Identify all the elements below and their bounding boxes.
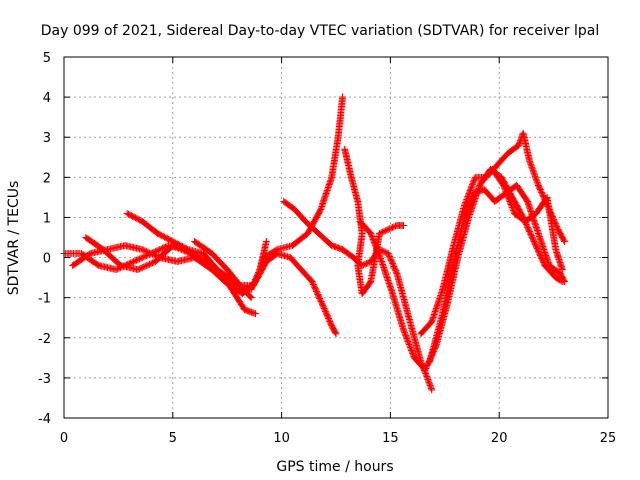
grid-lines bbox=[64, 57, 608, 418]
series-sat-d bbox=[82, 93, 347, 298]
x-axis-label: GPS time / hours bbox=[276, 459, 393, 475]
x-tick-label: 5 bbox=[169, 431, 177, 446]
x-tick-label: 0 bbox=[60, 431, 68, 446]
x-tick-labels: 0 5 10 15 20 25 bbox=[60, 431, 616, 446]
data-traces bbox=[60, 93, 569, 394]
y-tick-label: 5 bbox=[43, 51, 51, 66]
y-axis-label: SDTVAR / TECUs bbox=[6, 181, 22, 296]
series-sat-e bbox=[191, 237, 340, 338]
x-tick-label: 25 bbox=[600, 431, 617, 446]
axis-ticks bbox=[63, 56, 609, 419]
x-tick-label: 20 bbox=[491, 431, 508, 446]
series-sat-f bbox=[280, 197, 436, 394]
y-tick-label: 3 bbox=[43, 131, 51, 146]
series-markers bbox=[417, 129, 569, 338]
y-tick-label: 1 bbox=[43, 211, 51, 226]
y-tick-label: 4 bbox=[43, 91, 51, 106]
y-tick-label: -1 bbox=[38, 292, 51, 307]
plot-frame bbox=[63, 56, 609, 419]
y-tick-label: -2 bbox=[38, 332, 51, 347]
series-sat-i bbox=[417, 129, 569, 338]
series-markers bbox=[280, 197, 436, 394]
y-tick-label: 2 bbox=[43, 171, 51, 186]
y-tick-label: -4 bbox=[38, 412, 51, 427]
y-tick-labels: -4 -3 -2 -1 0 1 2 3 4 5 bbox=[38, 51, 51, 427]
series-sat-h bbox=[356, 165, 566, 374]
x-tick-label: 15 bbox=[382, 431, 399, 446]
y-tick-label: -3 bbox=[38, 372, 51, 387]
y-tick-label: 0 bbox=[43, 252, 51, 267]
series-markers bbox=[356, 165, 566, 374]
x-tick-label: 10 bbox=[273, 431, 290, 446]
chart-title: Day 099 of 2021, Sidereal Day-to-day VTE… bbox=[41, 23, 599, 39]
series-sat-k bbox=[478, 165, 566, 274]
